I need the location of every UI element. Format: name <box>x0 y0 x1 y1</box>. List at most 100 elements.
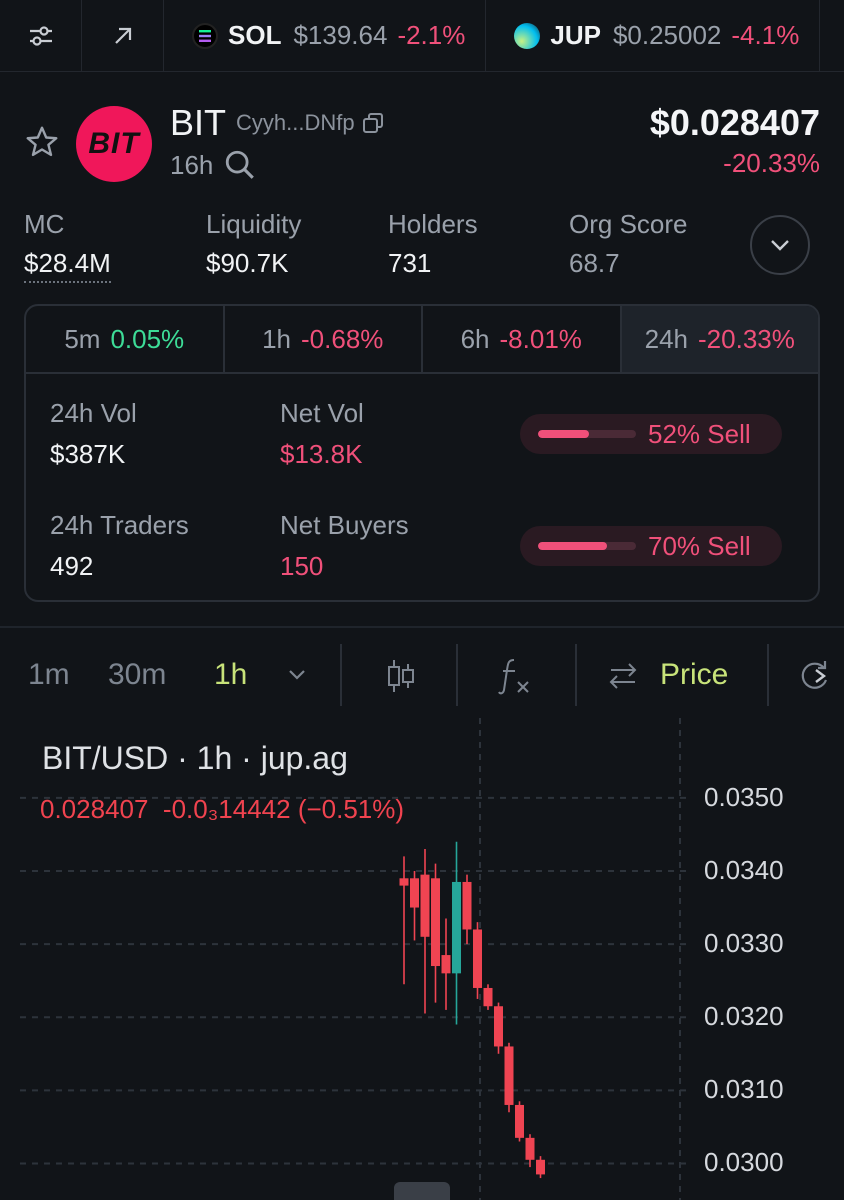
y-tick-label: 0.0300 <box>704 1147 784 1178</box>
metric-label: 24h Traders <box>50 510 189 540</box>
candle-body <box>441 955 451 974</box>
token-age: 16h <box>170 148 257 182</box>
candle <box>483 984 493 1010</box>
token-logo-text: BIT <box>88 127 140 160</box>
y-tick-label: 0.0320 <box>704 1001 784 1032</box>
toolbar-separator <box>340 644 342 706</box>
candle-body <box>462 881 472 930</box>
swap-arrows-icon[interactable] <box>608 662 638 690</box>
vol-sell-indicator: 52% Sell <box>520 414 782 454</box>
ticker-symbol: JUP <box>550 20 601 50</box>
metric-24h-traders: 24h Traders 492 <box>50 510 189 582</box>
tab-label: 5m <box>64 323 101 354</box>
expand-stats-button[interactable] <box>750 215 810 275</box>
tab-change: -20.33% <box>698 323 795 354</box>
candle-body <box>473 929 482 988</box>
copy-icon[interactable] <box>361 111 385 135</box>
y-tick-label: 0.0310 <box>704 1074 784 1105</box>
candle <box>462 874 472 945</box>
interval-1m[interactable]: 1m <box>28 658 70 691</box>
stat-value: 68.7 <box>569 248 620 278</box>
ticker-price: $0.25002 <box>612 20 722 50</box>
stat-value: $90.7K <box>206 248 289 278</box>
ticker-bar: SOL $139.64 -2.1% JUP $0.25002 -4.1% <box>0 0 844 72</box>
star-icon[interactable] <box>24 124 60 160</box>
tab-change: -0.68% <box>301 323 384 354</box>
candle-body <box>452 881 461 974</box>
y-tick-label: 0.0330 <box>704 928 784 959</box>
interval-30m[interactable]: 30m <box>108 658 167 691</box>
candle <box>473 922 482 999</box>
traders-sell-indicator: 70% Sell <box>520 526 782 566</box>
metric-value: 150 <box>280 551 324 581</box>
stat-label: MC <box>24 209 65 239</box>
candlestick-type-icon[interactable] <box>386 658 416 694</box>
ticker-change: -2.1% <box>397 20 466 50</box>
ticker-symbol: SOL <box>228 20 282 50</box>
candle <box>420 849 430 1014</box>
sell-percentage: 52% Sell <box>648 418 751 449</box>
candle <box>399 856 409 985</box>
sell-bar-track <box>538 542 636 550</box>
candle-body <box>483 987 493 1007</box>
token-name: BIT <box>170 102 227 143</box>
sell-bar-track <box>538 430 636 438</box>
stat-value: $28.4M <box>24 248 111 283</box>
tab-5m[interactable]: 5m 0.05% <box>26 306 225 372</box>
metric-value: 492 <box>50 551 94 581</box>
toolbar-separator <box>575 644 577 706</box>
stat-label: Holders <box>388 209 478 239</box>
ticker-price: $139.64 <box>293 20 388 50</box>
metric-net-vol: Net Vol $13.8K <box>280 398 364 470</box>
chart-toolbar: 1m 30m 1h Price <box>0 644 844 706</box>
metric-label: 24h Vol <box>50 398 137 428</box>
ticker-change: -4.1% <box>731 20 800 50</box>
token-price: $0.028407 <box>649 102 820 143</box>
indicators-fx-icon[interactable] <box>498 656 534 696</box>
ticker-item-sol[interactable]: SOL $139.64 -2.1% <box>164 0 487 71</box>
sell-percentage: 70% Sell <box>648 530 751 561</box>
tab-6h[interactable]: 6h -8.01% <box>423 306 622 372</box>
token-age-text: 16h <box>170 149 214 180</box>
tab-24h[interactable]: 24h -20.33% <box>621 306 818 372</box>
metric-label: Net Buyers <box>280 510 409 540</box>
candle <box>431 863 440 1003</box>
candle <box>410 870 419 941</box>
tab-1h[interactable]: 1h -0.68% <box>225 306 423 372</box>
stat-mc[interactable]: MC $28.4M <box>24 209 111 283</box>
open-link-button[interactable] <box>82 0 164 71</box>
candle-body <box>515 1104 524 1138</box>
candle <box>536 1156 545 1179</box>
candle-body <box>525 1137 535 1160</box>
token-logo: BIT <box>76 106 152 182</box>
token-stats: MC $28.4M Liquidity $90.7K Holders 731 O… <box>0 205 844 295</box>
chevron-down-icon[interactable] <box>287 668 307 682</box>
ticker-item-jup[interactable]: JUP $0.25002 -4.1% <box>486 0 821 71</box>
candle <box>525 1134 535 1168</box>
filter-button[interactable] <box>0 0 82 71</box>
search-icon[interactable] <box>223 148 257 182</box>
section-divider <box>0 626 844 628</box>
toolbar-separator <box>767 644 769 706</box>
stat-label: Org Score <box>569 209 688 239</box>
token-address[interactable]: Cyyh...DNfp <box>236 110 385 136</box>
tab-label: 24h <box>644 323 689 354</box>
tab-change: -8.01% <box>499 323 582 354</box>
interval-1h[interactable]: 1h <box>214 658 248 691</box>
price-chart[interactable]: BIT/USD · 1h · jup.ag 0.028407 -0.0₃1444… <box>0 718 844 1200</box>
scroll-to-latest-button[interactable] <box>394 1182 450 1200</box>
timeframe-tabs: 5m 0.05% 1h -0.68% 6h -8.01% 24h -20.33% <box>26 306 818 374</box>
candle-body <box>504 1046 514 1105</box>
ohlc-change: -0.0₃14442 (−0.51%) <box>162 794 405 824</box>
metric-label: Net Vol <box>280 398 364 428</box>
candle-body <box>410 878 419 908</box>
tab-change: 0.05% <box>110 323 185 354</box>
chart-canvas[interactable] <box>0 718 844 1200</box>
price-mode-toggle[interactable]: Price <box>660 658 729 691</box>
metric-value: $13.8K <box>280 439 363 469</box>
candle <box>452 841 461 1025</box>
ohlc-value: 0.028407 <box>40 794 149 824</box>
stat-holders: Holders 731 <box>388 209 478 279</box>
replay-icon[interactable] <box>796 658 832 694</box>
token-header: BIT BIT Cyyh...DNfp 16h $0.028407 -20.33… <box>0 72 844 202</box>
